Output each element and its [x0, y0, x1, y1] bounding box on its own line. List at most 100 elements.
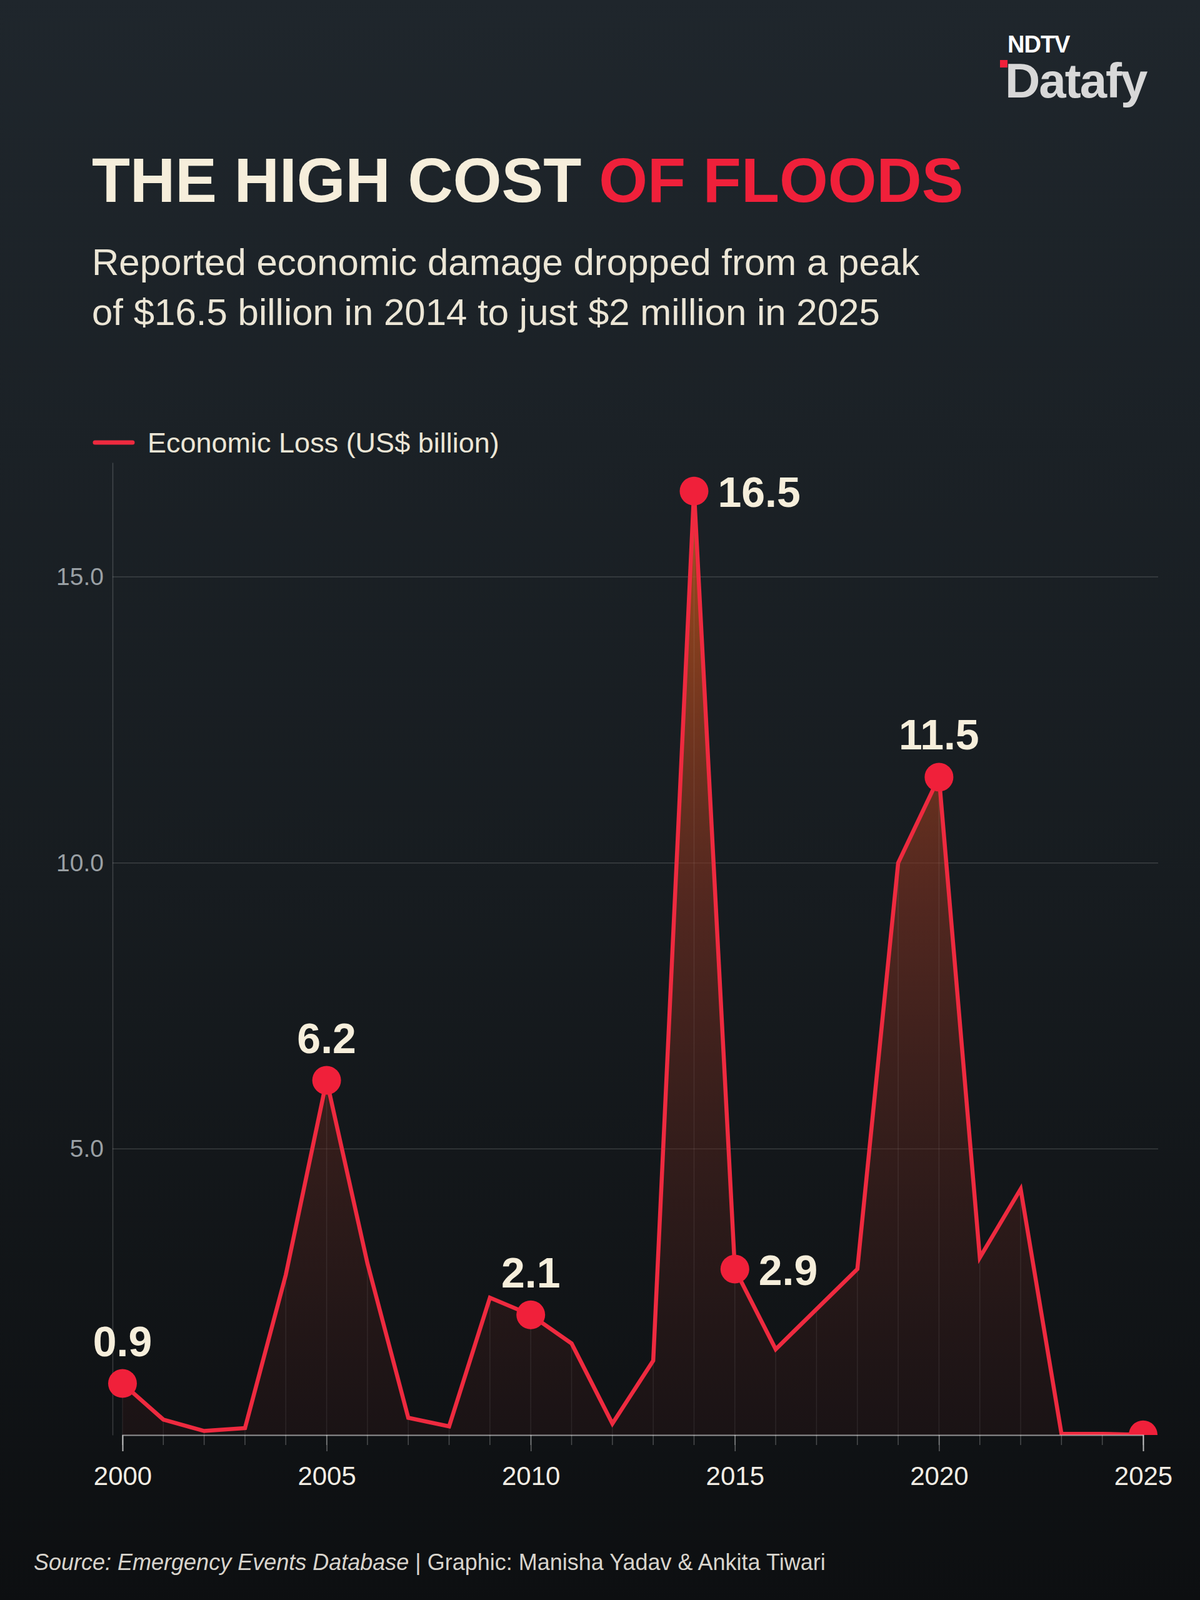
- x-tick-mark: [735, 1435, 737, 1452]
- legend-label: Economic Loss (US$ billion): [147, 426, 500, 459]
- year-guide: [1020, 1188, 1022, 1435]
- x-tick-label: 2010: [501, 1461, 560, 1491]
- title: THE HIGH COST OF FLOODS: [91, 145, 964, 215]
- year-guide: [571, 1343, 573, 1435]
- background: [0, 0, 1200, 1600]
- y-tick-label: 15.0: [56, 563, 104, 590]
- year-guide: [407, 1418, 409, 1435]
- x-minor-tick: [530, 1435, 532, 1445]
- year-guide: [530, 1315, 532, 1435]
- year-guide: [816, 1309, 818, 1435]
- year-guide: [285, 1275, 287, 1435]
- year-guide: [775, 1349, 777, 1435]
- x-minor-tick: [366, 1435, 369, 1445]
- x-minor-tick: [734, 1435, 736, 1445]
- x-minor-tick: [652, 1435, 654, 1445]
- data-label: 16.5: [717, 468, 800, 516]
- x-minor-tick: [121, 1435, 124, 1445]
- x-minor-tick: [1020, 1435, 1022, 1445]
- source-part: Graphic: Manisha Yadav & Ankita Tiwari: [421, 1549, 826, 1575]
- year-guide: [489, 1297, 491, 1435]
- source-part: Source: Emergency Events Database: [33, 1549, 409, 1575]
- data-label: 2.1: [501, 1248, 561, 1297]
- x-tick-mark: [530, 1435, 532, 1452]
- x-minor-tick: [244, 1435, 246, 1445]
- x-tick-label: 2025: [1114, 1461, 1173, 1491]
- marker: [679, 476, 709, 506]
- grid-line: [112, 1148, 1159, 1150]
- legend-swatch: [95, 440, 133, 445]
- x-tick-mark: [1143, 1435, 1145, 1452]
- x-minor-tick: [571, 1435, 573, 1445]
- marker: [1128, 1420, 1158, 1435]
- data-label: 6.2: [296, 1014, 357, 1062]
- x-minor-tick: [326, 1435, 328, 1445]
- x-minor-tick: [489, 1435, 491, 1445]
- year-guide: [652, 1360, 654, 1435]
- year-guide: [693, 491, 695, 1435]
- x-tick-mark: [122, 1435, 124, 1452]
- data-label: 0.9: [93, 1317, 153, 1365]
- data-label: 11.5: [898, 710, 980, 759]
- x-tick: 2020: [910, 1435, 969, 1491]
- subtitle: of $16.5 billion in 2014 to just $2 mill…: [91, 291, 880, 334]
- source-part: |: [408, 1549, 421, 1575]
- x-tick: 2015: [706, 1435, 765, 1491]
- marker: [720, 1255, 750, 1284]
- area: [122, 491, 1144, 1435]
- grid: [112, 576, 1159, 1149]
- brand-bottom: Datafy: [1005, 53, 1148, 109]
- grid-line: [112, 576, 1159, 578]
- year-guide: [734, 1269, 736, 1435]
- x-minor-tick: [448, 1435, 450, 1445]
- x-minor-tick: [693, 1435, 695, 1445]
- year-guide: [938, 776, 940, 1435]
- x-minor-tick: [938, 1435, 940, 1445]
- x-minor-tick: [775, 1435, 777, 1445]
- y-tick: 15.0: [56, 563, 113, 590]
- x-minor-tick: [611, 1435, 614, 1445]
- title-part: THE HIGH COST: [91, 145, 582, 215]
- y-tick: 5.0: [70, 1135, 113, 1162]
- x-tick-label: 2005: [297, 1461, 356, 1491]
- year-guide: [163, 1419, 165, 1435]
- x-minor-tick: [285, 1435, 287, 1445]
- data-label: 2.9: [758, 1246, 819, 1294]
- x-tick-mark: [326, 1435, 328, 1452]
- x-tick: 2025: [1114, 1435, 1173, 1491]
- x-axis-line: [123, 1435, 1144, 1452]
- line: [122, 491, 1144, 1435]
- data-labels: 0.9 6.2 2.1 16.5 2.9 11.5: [93, 468, 980, 1365]
- y-tick-label: 10.0: [56, 849, 104, 877]
- year-guide: [366, 1263, 369, 1435]
- x-minor-tick: [856, 1435, 859, 1445]
- x-tick: 2000: [93, 1435, 152, 1491]
- year-guide: [856, 1269, 859, 1435]
- source: Source: Emergency Events Database | Grap…: [33, 1549, 826, 1575]
- grid-line: [112, 862, 1159, 864]
- x-minor-tick: [816, 1435, 818, 1445]
- x-tick-label: 2020: [910, 1461, 969, 1491]
- chart-root: NDTVDatafyTHE HIGH COST OF FLOODSReporte…: [0, 0, 1200, 1600]
- year-guide: [326, 1080, 328, 1435]
- marker: [312, 1066, 342, 1095]
- x-minor-tick: [203, 1435, 205, 1445]
- year-guide: [979, 1257, 981, 1435]
- chart-svg: NDTVDatafyTHE HIGH COST OF FLOODSReporte…: [0, 0, 1200, 1600]
- legend: Economic Loss (US$ billion): [95, 426, 500, 459]
- subtitle: Reported economic damage dropped from a …: [91, 241, 920, 284]
- x-minor-tick: [979, 1435, 981, 1445]
- y-axis: 5.0 10.0 15.0: [56, 463, 113, 1436]
- x-minor-tick: [1061, 1435, 1063, 1445]
- x-minor-tick: [163, 1435, 165, 1445]
- x-minor-tick: [1142, 1435, 1144, 1445]
- marker: [516, 1300, 545, 1330]
- x-tick-label: 2000: [93, 1461, 152, 1491]
- y-tick-label: 5.0: [70, 1135, 104, 1162]
- x-minor-tick: [1101, 1435, 1104, 1445]
- x-minor-tick: [897, 1435, 899, 1445]
- marker: [108, 1369, 137, 1399]
- year-guide: [897, 863, 899, 1435]
- y-axis-line: [112, 463, 114, 1436]
- x-tick: 2010: [501, 1435, 560, 1491]
